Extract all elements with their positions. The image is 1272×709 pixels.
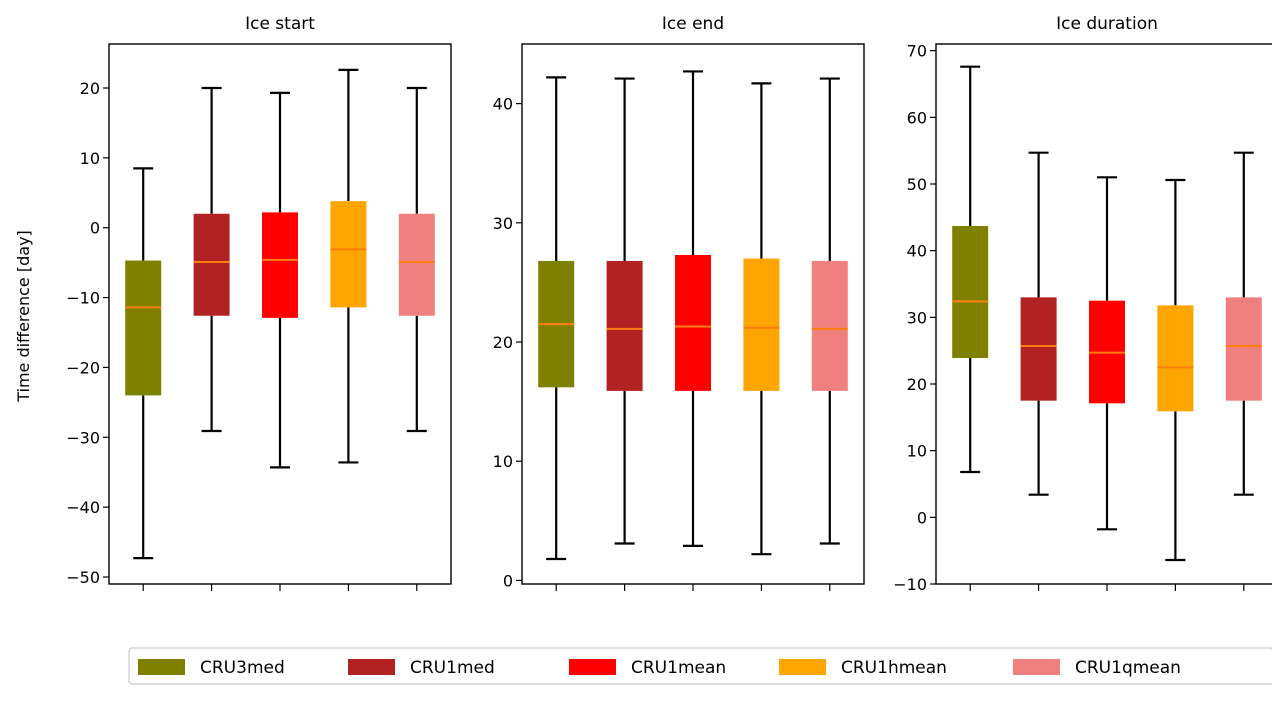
box-CRU3med — [538, 76, 575, 561]
box-CRU1med — [606, 77, 643, 545]
box-CRU1hmean — [743, 82, 780, 556]
panel-2: Ice end 0 10 20 30 40 — [493, 14, 865, 591]
y-tick-label: 0 — [90, 219, 100, 238]
panel-3: Ice duration −10 0 10 20 30 40 50 60 70 — [893, 14, 1272, 594]
legend-entry-CRU1med: CRU1med — [348, 658, 495, 678]
panels: Ice start −50 −40 −30 −20 −10 0 10 20 Ice end 0 10 2… — [66, 14, 1272, 594]
legend-label: CRU1mean — [631, 658, 726, 678]
legend: CRU3med CRU1med CRU1mean CRU1hmean CRU1qmean — [128, 647, 1272, 685]
box-body — [743, 258, 780, 391]
axes-frame — [935, 43, 1272, 585]
box-body — [193, 213, 230, 316]
panel-1: Ice start −50 −40 −30 −20 −10 0 10 20 — [66, 14, 452, 591]
y-tick-label: 60 — [907, 108, 927, 127]
legend-swatch — [348, 659, 395, 675]
axes-frame — [108, 43, 452, 585]
box-body — [675, 254, 711, 391]
y-tick-label: 10 — [907, 442, 927, 461]
box-body — [811, 260, 848, 391]
box-body — [398, 213, 435, 316]
y-tick-label: 40 — [907, 242, 927, 261]
box-CRU1qmean — [811, 77, 848, 545]
legend-label: CRU1qmean — [1075, 658, 1181, 678]
box-body — [330, 201, 367, 308]
legend-swatch — [1013, 659, 1060, 675]
box-CRU1mean — [675, 70, 711, 547]
box-body — [125, 260, 162, 396]
legend-label: CRU3med — [200, 658, 285, 678]
legend-entry-CRU1mean: CRU1mean — [569, 658, 726, 678]
y-tick-label: −10 — [66, 289, 100, 308]
legend-entry-CRU3med: CRU3med — [138, 658, 285, 678]
y-tick-label: 40 — [493, 95, 513, 114]
panel-title: Ice start — [245, 14, 315, 34]
box-CRU1qmean — [1225, 151, 1262, 496]
panel-title: Ice end — [662, 14, 724, 34]
y-tick-label: −10 — [893, 575, 927, 594]
box-CRU1mean — [262, 91, 298, 469]
y-tick-label: −20 — [66, 358, 100, 377]
box-body — [1157, 305, 1194, 412]
y-tick-label: 20 — [493, 333, 513, 352]
y-tick-label: 0 — [917, 508, 927, 527]
box-CRU1mean — [1089, 176, 1125, 531]
legend-entry-CRU1qmean: CRU1qmean — [1013, 658, 1181, 678]
axes-frame — [521, 43, 865, 585]
legend-label: CRU1med — [410, 658, 495, 678]
box-CRU1qmean — [398, 86, 435, 433]
y-tick-label: 10 — [80, 149, 100, 168]
panel-title: Ice duration — [1056, 14, 1158, 34]
y-axis-label: Time difference [day] — [14, 230, 33, 403]
y-tick-label: −40 — [66, 498, 100, 517]
y-tick-label: 20 — [907, 375, 927, 394]
box-body — [952, 226, 989, 358]
legend-frame — [128, 647, 1272, 685]
box-CRU3med — [125, 167, 162, 560]
y-tick-label: −30 — [66, 428, 100, 447]
box-CRU3med — [952, 65, 989, 474]
y-tick-label: 0 — [503, 571, 513, 590]
y-tick-label: 20 — [80, 79, 100, 98]
y-tick-label: 30 — [907, 308, 927, 327]
legend-entry-CRU1hmean: CRU1hmean — [779, 658, 947, 678]
legend-swatch — [569, 659, 616, 675]
box-body — [262, 212, 298, 318]
y-tick-label: 70 — [907, 42, 927, 61]
y-tick-label: 10 — [493, 452, 513, 471]
legend-swatch — [779, 659, 826, 675]
legend-label: CRU1hmean — [841, 658, 947, 678]
legend-swatch — [138, 659, 185, 675]
y-tick-label: 30 — [493, 214, 513, 233]
box-CRU1hmean — [1157, 178, 1194, 562]
y-tick-label: −50 — [66, 568, 100, 587]
box-body — [1020, 297, 1057, 401]
box-CRU1med — [1020, 151, 1057, 496]
box-body — [1225, 297, 1262, 401]
y-tick-label: 50 — [907, 175, 927, 194]
box-body — [606, 260, 643, 391]
box-CRU1med — [193, 86, 230, 433]
box-CRU1hmean — [330, 68, 367, 464]
